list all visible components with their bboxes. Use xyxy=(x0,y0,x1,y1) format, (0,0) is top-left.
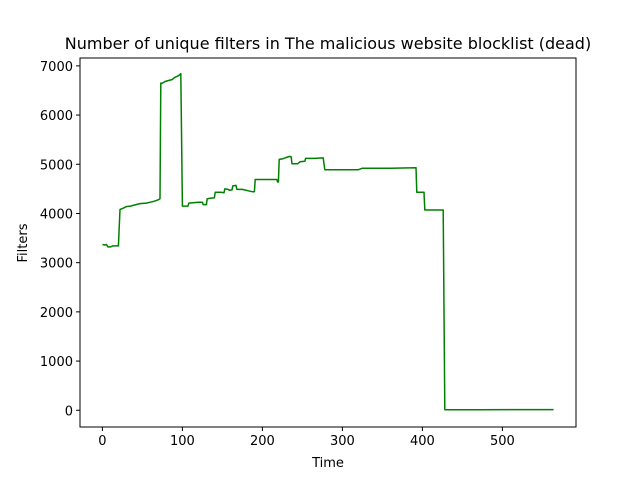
y-tick-label: 0 xyxy=(65,404,73,419)
series-line xyxy=(102,72,554,411)
plot-frame xyxy=(79,57,577,428)
y-tick-label: 6000 xyxy=(40,109,73,124)
x-tick-label: 400 xyxy=(410,434,435,449)
x-tick-label: 500 xyxy=(490,434,515,449)
series-group xyxy=(102,72,554,411)
y-tick-label: 1000 xyxy=(40,355,73,370)
y-axis-label: Filters xyxy=(16,223,31,262)
axis-ticks: 0 100 200 300 400 500010002000300040005000600… xyxy=(40,60,515,449)
x-tick-label: 100 xyxy=(170,434,195,449)
x-axis-label: Time xyxy=(311,456,344,471)
x-tick-label: 300 xyxy=(330,434,355,449)
y-tick-label: 3000 xyxy=(40,257,73,272)
y-tick-label: 7000 xyxy=(40,60,73,75)
x-tick-label: 0 xyxy=(98,434,106,449)
y-tick-label: 2000 xyxy=(40,306,73,321)
chart-title: Number of unique filters in The maliciou… xyxy=(65,34,591,53)
y-tick-label: 4000 xyxy=(40,207,73,222)
x-tick-label: 200 xyxy=(250,434,275,449)
y-tick-label: 5000 xyxy=(40,158,73,173)
